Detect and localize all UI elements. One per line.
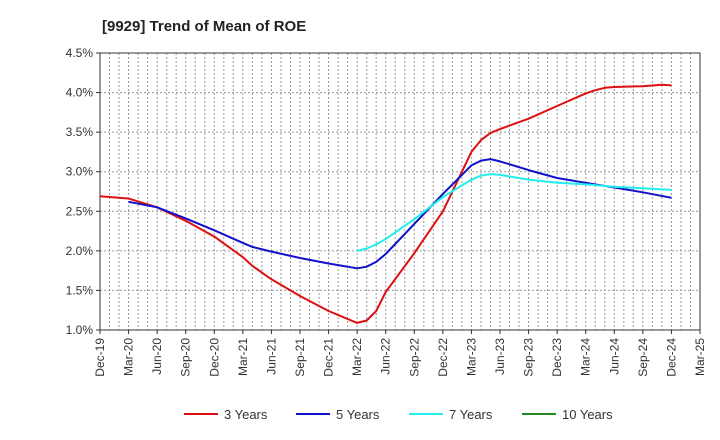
x-tick-label: Jun-22	[379, 338, 393, 375]
series-line-1	[128, 158, 672, 270]
x-tick-label: Mar-24	[579, 338, 593, 376]
legend-label: 7 Years	[449, 407, 493, 422]
x-tick-label: Sep-20	[179, 338, 193, 377]
series-line-0	[99, 83, 672, 324]
x-tick-label: Mar-20	[122, 338, 136, 376]
y-tick-label: 3.0%	[66, 165, 94, 179]
y-axis: 1.0% 1.5% 2.0% 2.5% 3.0% 3.5% 4.0% 4.5%	[66, 46, 100, 337]
x-tick-label: Mar-21	[236, 338, 250, 376]
x-tick-label: Dec-23	[550, 338, 564, 377]
chart-title: [9929] Trend of Mean of ROE	[102, 18, 306, 35]
plot-area	[99, 52, 701, 331]
x-tick-label: Jun-21	[264, 338, 278, 375]
x-tick-label: Jun-23	[493, 338, 507, 375]
x-tick-label: Sep-21	[293, 338, 307, 377]
x-tick-label: Dec-22	[436, 338, 450, 377]
x-tick-label: Jun-20	[150, 338, 164, 375]
y-tick-label: 2.5%	[66, 204, 94, 218]
legend-label: 10 Years	[562, 407, 613, 422]
y-tick-label: 1.5%	[66, 283, 94, 297]
x-axis: Dec-19 Mar-20 Jun-20 Sep-20 Dec-20 Mar-21 Jun-…	[93, 330, 707, 377]
x-tick-label: Dec-19	[93, 338, 107, 377]
x-tick-label: Sep-23	[522, 338, 536, 377]
y-tick-label: 1.0%	[66, 323, 94, 337]
legend-label: 3 Years	[224, 407, 268, 422]
series-lines	[99, 83, 672, 324]
x-tick-label: Sep-24	[636, 338, 650, 377]
series-line-2	[356, 173, 672, 252]
x-tick-label: Sep-22	[407, 338, 421, 377]
y-tick-label: 4.5%	[66, 46, 94, 60]
x-tick-label: Mar-22	[350, 338, 364, 376]
x-tick-label: Dec-24	[664, 338, 678, 377]
x-tick-label: Mar-23	[464, 338, 478, 376]
x-tick-label: Mar-25	[693, 338, 707, 376]
y-tick-label: 3.5%	[66, 125, 94, 139]
legend-label: 5 Years	[336, 407, 380, 422]
grid	[100, 52, 700, 331]
legend: 3 Years 5 Years 7 Years 10 Years	[184, 407, 613, 422]
x-tick-label: Dec-21	[322, 338, 336, 377]
x-tick-label: Jun-24	[607, 338, 621, 375]
x-tick-label: Dec-20	[207, 338, 221, 377]
y-tick-label: 4.0%	[66, 86, 94, 100]
y-tick-label: 2.0%	[66, 244, 94, 258]
